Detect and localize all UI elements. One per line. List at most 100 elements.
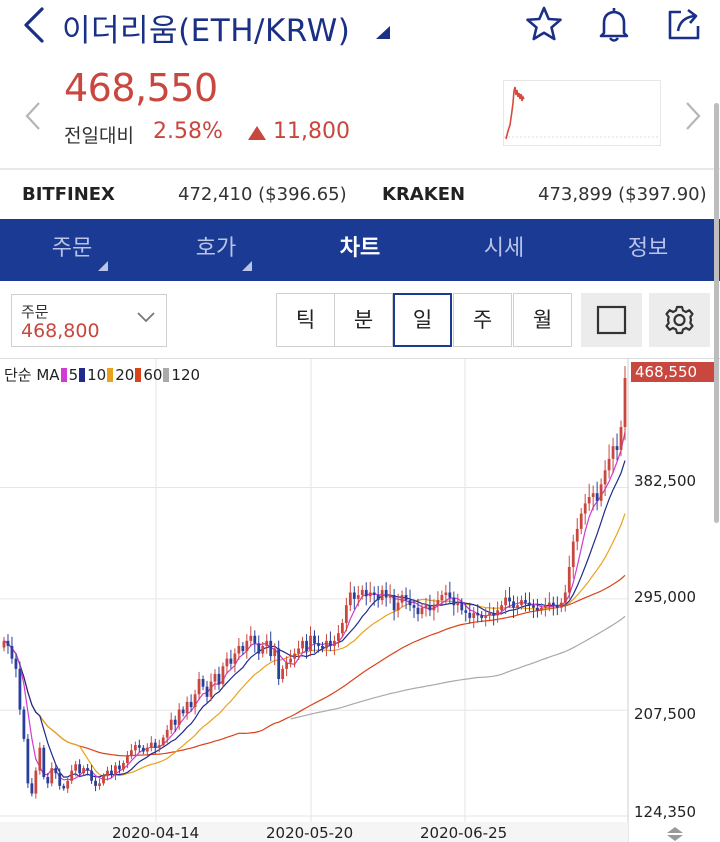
candle-body <box>563 592 567 603</box>
candle-body <box>6 640 10 646</box>
candle-body <box>78 764 82 774</box>
candle-body <box>448 592 452 598</box>
candle-body <box>110 770 113 775</box>
candle-body <box>356 595 360 599</box>
tab-label: 정보 <box>627 236 669 261</box>
period-month-button[interactable]: 월 <box>513 293 572 347</box>
candle-body <box>516 605 519 608</box>
candle-body <box>392 595 396 611</box>
candle-body <box>591 493 595 498</box>
back-icon[interactable] <box>18 6 52 44</box>
candle-body <box>416 607 420 615</box>
candle-body <box>114 765 117 775</box>
candle-body <box>201 679 205 687</box>
candle-body <box>348 592 352 606</box>
ma10-swatch <box>79 368 86 382</box>
fullscreen-button[interactable] <box>581 293 642 347</box>
candle-body <box>615 446 619 450</box>
tab-info[interactable]: 정보 <box>576 219 720 281</box>
page-title[interactable]: 이더리움(ETH/KRW) <box>62 13 351 49</box>
candle-body <box>102 775 105 784</box>
order-price-dropdown[interactable]: 주문 468,800 <box>11 294 167 347</box>
candle-body <box>145 747 149 752</box>
candle-body <box>233 653 237 664</box>
candle-body <box>269 640 273 657</box>
candle-body <box>623 378 627 428</box>
candle-body <box>54 768 58 774</box>
mini-price-chart[interactable] <box>503 80 661 146</box>
candle-body <box>551 602 555 606</box>
star-icon[interactable] <box>524 4 564 44</box>
candle-body <box>444 592 448 596</box>
ma120-swatch <box>163 368 170 382</box>
tab-label: 호가 <box>195 236 237 261</box>
candle-body <box>428 605 432 611</box>
candle-body <box>213 673 217 682</box>
candle-body <box>559 602 563 608</box>
candle-body <box>122 762 125 770</box>
chart-settings-button[interactable] <box>649 293 710 347</box>
tab-chart[interactable]: 차트 <box>288 219 432 281</box>
tab-order[interactable]: 주문 <box>0 219 144 281</box>
candle-body <box>412 605 416 608</box>
share-icon[interactable] <box>664 4 704 44</box>
candle-body <box>137 745 141 748</box>
candle-body <box>10 645 14 659</box>
main-tabs: 주문 호가 차트 시세 정보 <box>0 219 720 281</box>
gear-icon <box>665 305 694 335</box>
bell-icon[interactable] <box>594 4 634 44</box>
candle-body <box>86 768 89 771</box>
tab-orderbook[interactable]: 호가 <box>144 219 288 281</box>
candle-body <box>209 681 213 697</box>
candle-body <box>30 783 34 794</box>
candle-body <box>404 595 408 601</box>
candle-body <box>336 633 340 641</box>
candle-body <box>364 589 368 597</box>
candle-body <box>321 645 324 649</box>
candle-body <box>372 592 376 596</box>
tab-market[interactable]: 시세 <box>432 219 576 281</box>
period-week-button[interactable]: 주 <box>453 293 512 347</box>
period-day-button[interactable]: 일 <box>393 293 452 347</box>
change-amount: 11,800 <box>273 119 350 144</box>
prev-coin-arrow-icon[interactable] <box>22 100 46 132</box>
candle-body <box>225 658 229 667</box>
ma10-label: 10 <box>87 366 107 384</box>
candle-body <box>70 770 74 781</box>
x-tick-label: 2020-05-20 <box>266 824 354 842</box>
period-tick-button[interactable]: 틱 <box>276 293 335 347</box>
candle-body <box>456 602 460 606</box>
candle-body <box>249 635 253 641</box>
ma5-label: 5 <box>68 366 79 384</box>
price-chart[interactable] <box>0 359 720 842</box>
exchange-name: KRAKEN <box>382 184 466 205</box>
next-coin-arrow-icon[interactable] <box>680 100 704 132</box>
candle-body <box>2 640 6 648</box>
candle-body <box>329 640 332 646</box>
candle-body <box>619 427 623 450</box>
ma20-swatch <box>107 368 114 382</box>
candle-body <box>157 745 161 748</box>
candle-body <box>575 528 579 542</box>
candle-body <box>420 607 424 615</box>
candle-body <box>603 470 607 485</box>
candle-body <box>281 668 285 680</box>
period-minute-button[interactable]: 분 <box>334 293 393 347</box>
candle-body <box>607 458 611 471</box>
change-label: 전일대비 <box>64 125 134 147</box>
candle-body <box>293 653 296 659</box>
resize-handle-icon[interactable] <box>664 826 686 842</box>
candle-body <box>571 541 575 568</box>
candle-body <box>488 612 492 616</box>
page-scrollbar[interactable] <box>714 103 719 523</box>
caret-down-icon[interactable] <box>374 24 390 40</box>
candle-body <box>587 497 591 504</box>
candle-body <box>217 673 221 685</box>
candle-body <box>595 493 599 501</box>
candle-body <box>340 623 344 634</box>
candle-body <box>18 668 22 710</box>
candle-body <box>424 605 428 608</box>
exchange-bitfinex: BITFINEX <box>22 184 115 205</box>
ma120-line <box>290 615 626 720</box>
candle-body <box>384 589 388 598</box>
